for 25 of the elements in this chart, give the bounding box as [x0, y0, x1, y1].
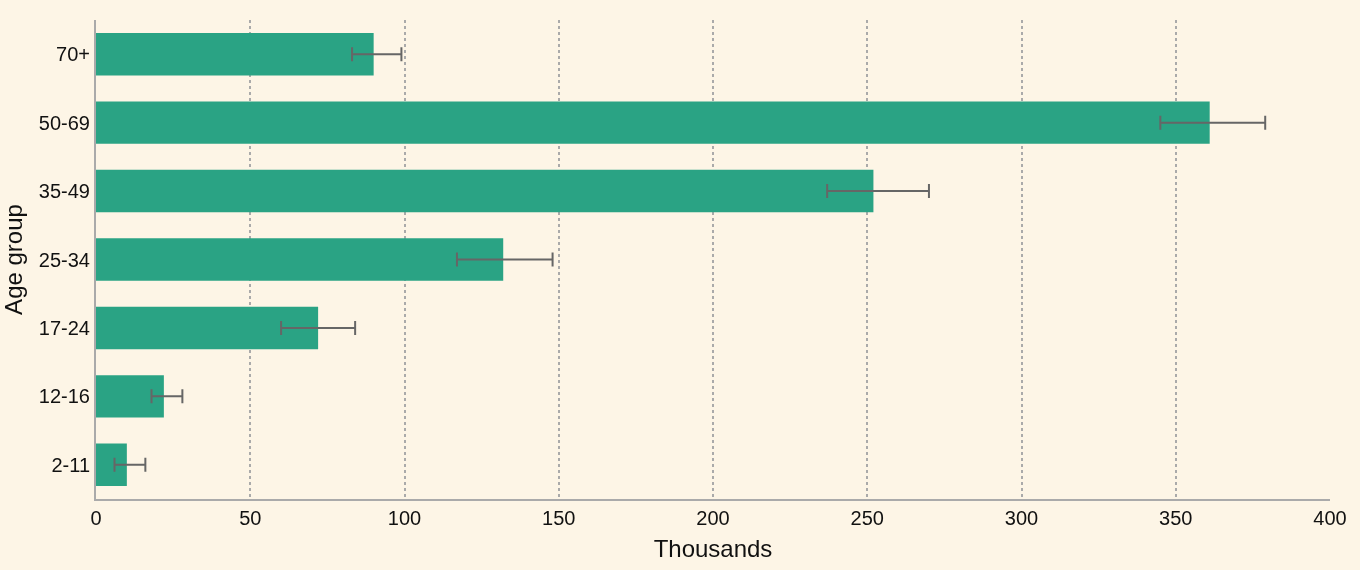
x-tick-label: 400: [1313, 507, 1347, 529]
x-tick-label: 50: [239, 507, 262, 529]
x-tick-label: 300: [1004, 507, 1039, 529]
y-tick-label: 35-49: [38, 180, 90, 203]
y-tick-label: 2-11: [51, 453, 90, 476]
y-tick-label: 25-34: [38, 248, 90, 271]
x-tick-label: 200: [696, 507, 730, 529]
bar: [96, 443, 127, 486]
y-axis-title: Age group: [0, 204, 27, 315]
y-tick-label: 17-24: [38, 316, 90, 339]
bar: [96, 101, 1210, 144]
y-tick-label: 12-16: [38, 385, 90, 408]
y-tick-label: 50-69: [38, 111, 90, 134]
bar: [96, 306, 319, 350]
x-tick-label: 150: [542, 507, 576, 529]
x-axis-title: Thousands: [653, 534, 773, 562]
x-tick-label: 250: [850, 507, 884, 529]
bar: [96, 33, 374, 76]
bar: [96, 238, 504, 281]
bar: [96, 169, 874, 213]
x-tick-label: 0: [90, 507, 102, 529]
x-tick-label: 100: [387, 507, 422, 529]
y-tick-label: 70+: [56, 43, 90, 66]
x-tick-label: 350: [1159, 507, 1193, 529]
bar: [96, 375, 164, 418]
